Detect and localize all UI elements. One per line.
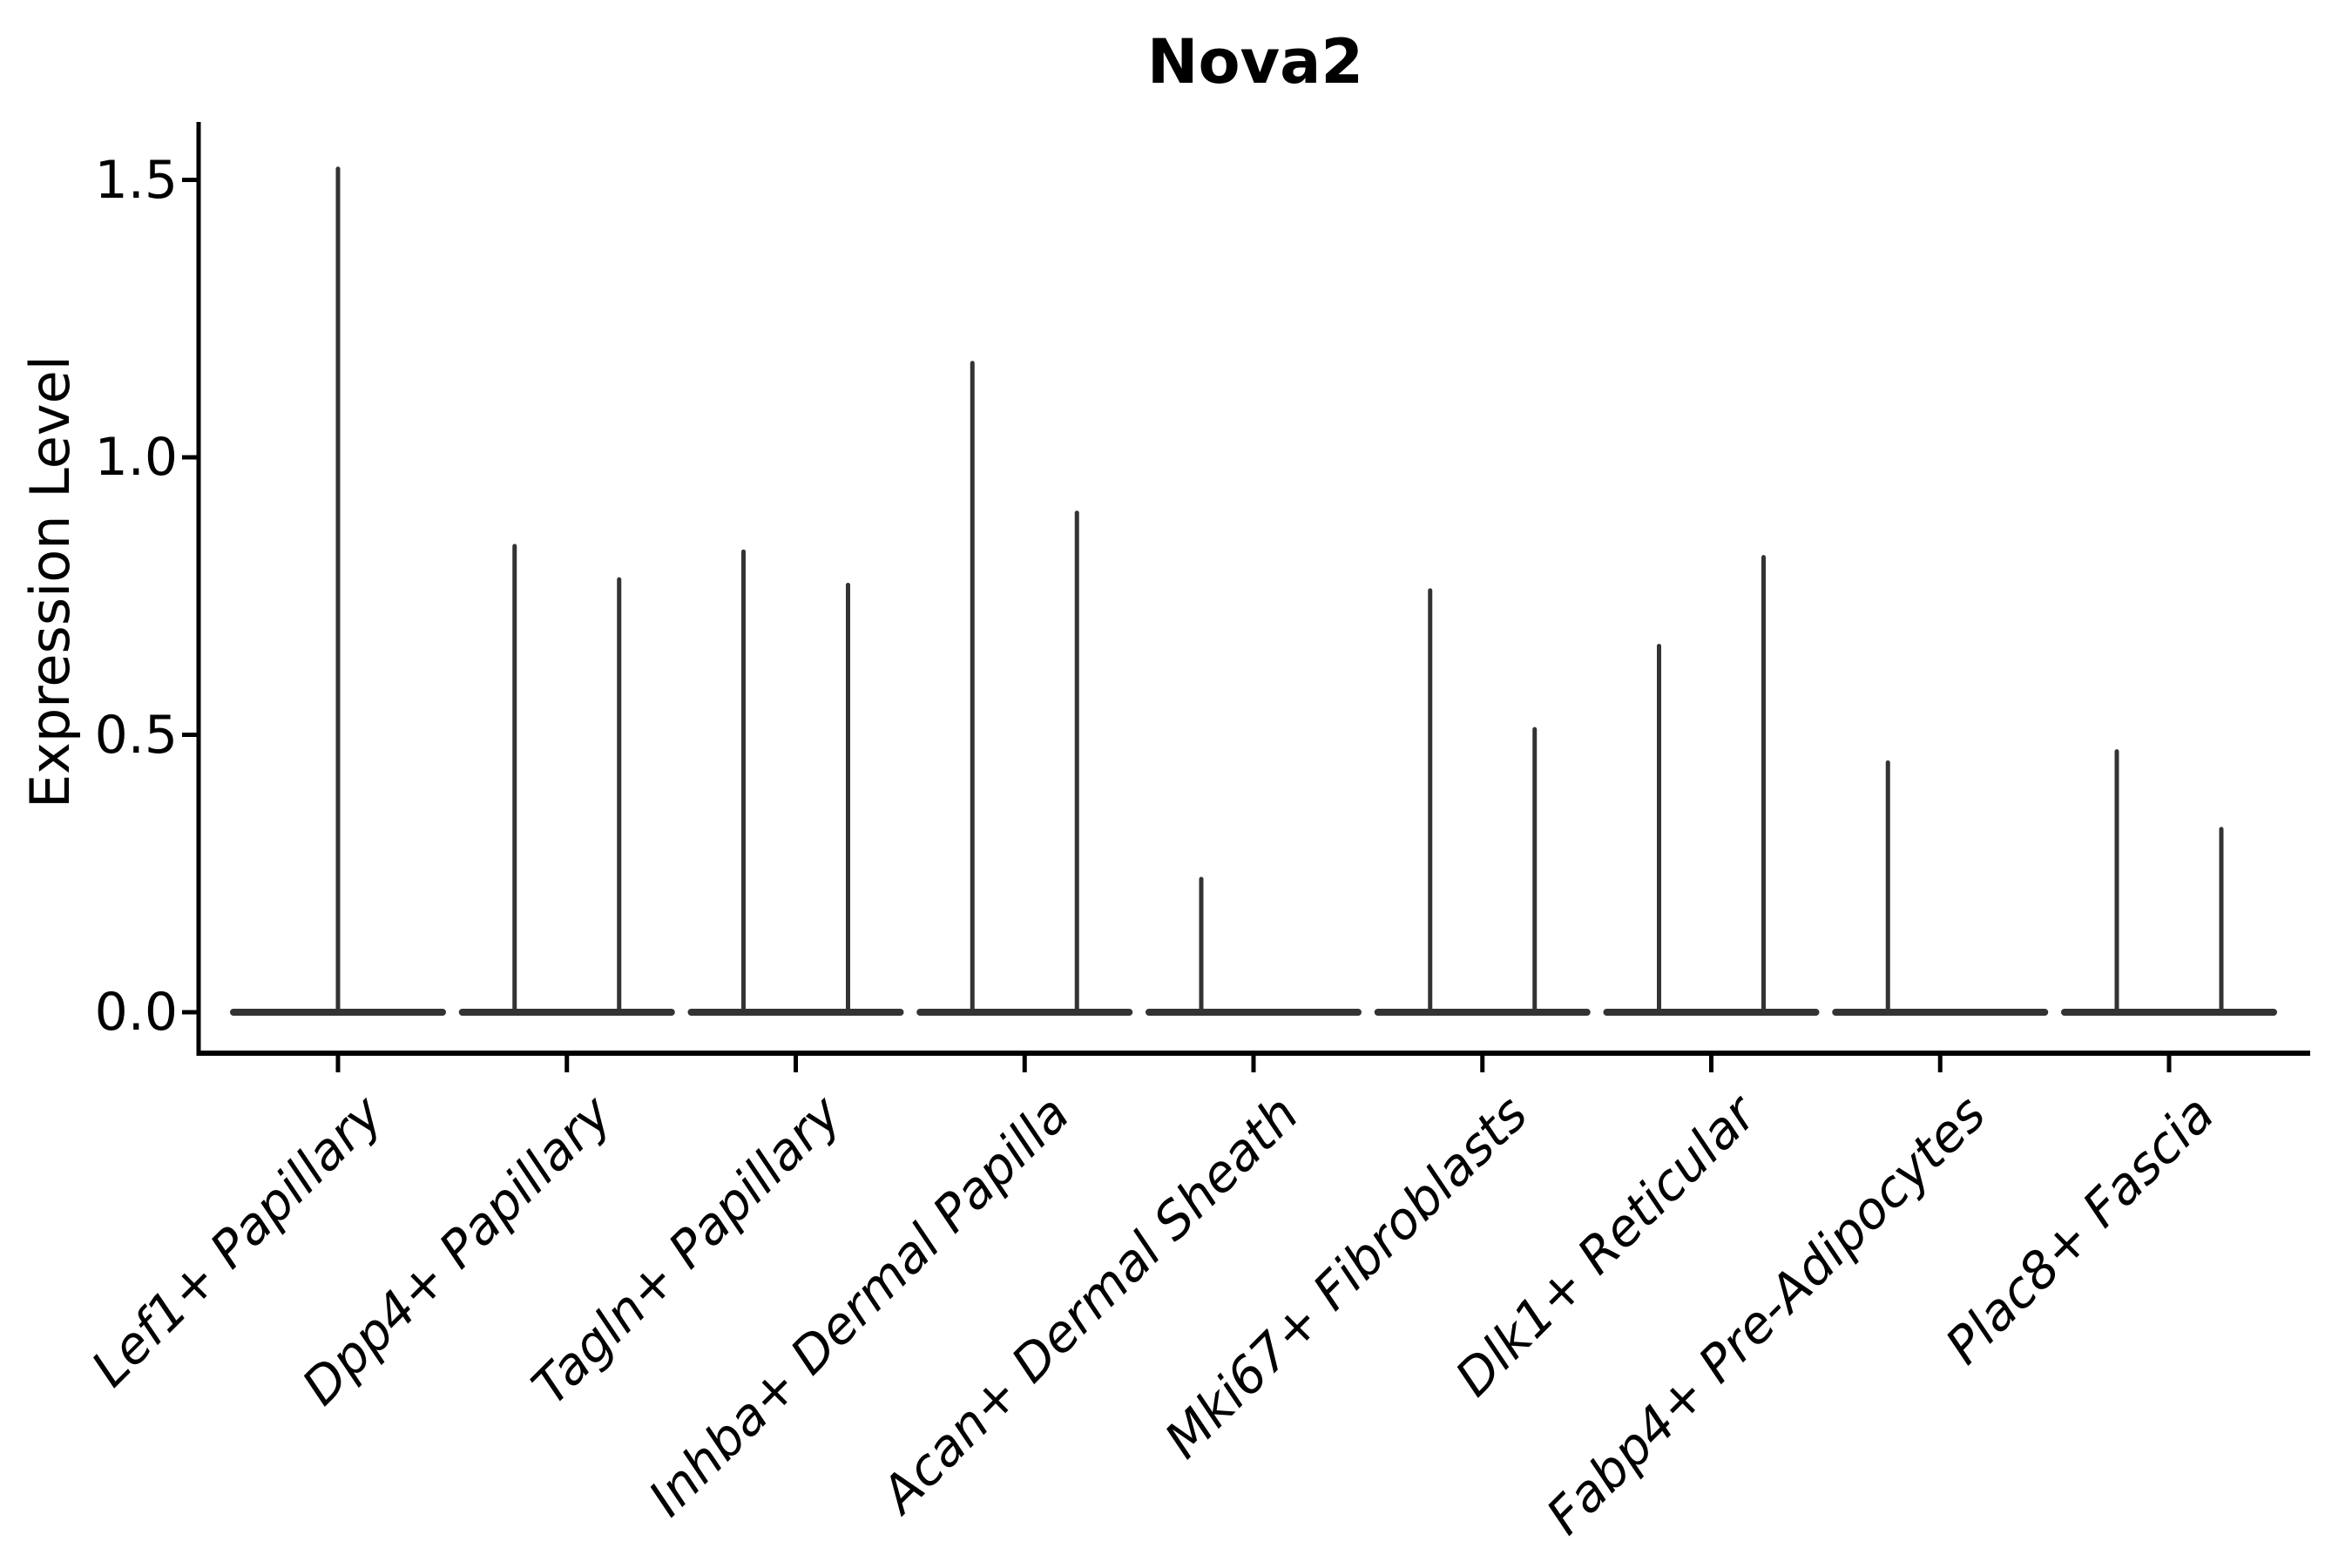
chart-title: Nova2: [1146, 26, 1364, 98]
y-tick-label: 0.5: [94, 704, 178, 766]
y-axis-title: Expression Level: [18, 355, 82, 808]
y-tick-label: 0.0: [94, 982, 178, 1043]
y-tick-label: 1.0: [94, 427, 178, 488]
y-tick-label: 1.5: [94, 149, 178, 211]
